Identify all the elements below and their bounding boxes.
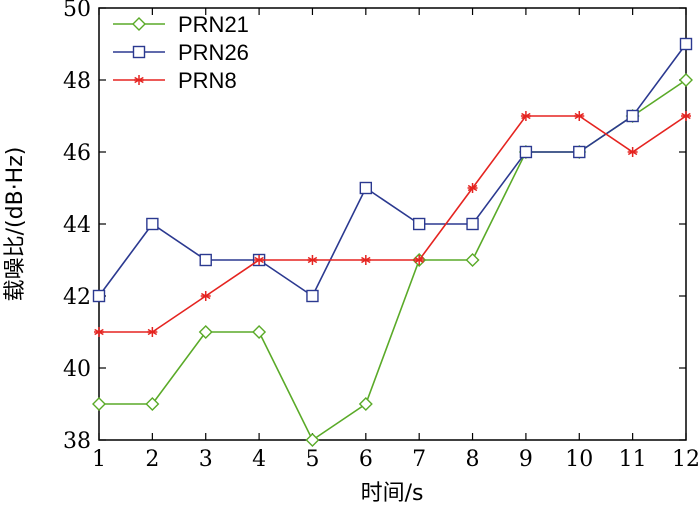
data-point-prn26 bbox=[573, 145, 586, 159]
x-tick-label: 2 bbox=[145, 447, 159, 472]
x-tick-label: 4 bbox=[252, 447, 266, 472]
data-point-prn26 bbox=[306, 289, 319, 303]
data-point-prn8 bbox=[147, 327, 158, 337]
data-point-prn26 bbox=[412, 217, 426, 231]
x-tick-label: 9 bbox=[519, 447, 533, 472]
data-point-prn8 bbox=[307, 255, 318, 265]
data-point-prn21 bbox=[679, 73, 693, 87]
data-point-prn8 bbox=[467, 183, 478, 193]
y-axis-title: 载噪比/(dB·Hz) bbox=[3, 147, 28, 302]
data-point-prn8 bbox=[414, 255, 425, 265]
data-point-prn21 bbox=[358, 397, 373, 411]
data-point-prn21 bbox=[465, 253, 480, 267]
data-point-prn26 bbox=[199, 253, 212, 267]
data-point-prn26 bbox=[466, 217, 479, 231]
legend-label: PRN26 bbox=[178, 40, 249, 65]
y-tick-label: 38 bbox=[63, 429, 91, 454]
data-point-prn8 bbox=[520, 111, 531, 121]
data-point-prn21 bbox=[92, 397, 106, 411]
legend-label: PRN21 bbox=[178, 12, 249, 37]
data-point-prn8 bbox=[360, 255, 371, 265]
x-tick-label: 8 bbox=[466, 447, 480, 472]
data-point-prn8 bbox=[627, 147, 638, 157]
data-point-prn8 bbox=[254, 255, 265, 265]
data-point-prn21 bbox=[305, 433, 320, 447]
legend-marker bbox=[132, 17, 146, 31]
series-prn26 bbox=[92, 37, 693, 303]
data-point-prn8 bbox=[681, 111, 691, 121]
legend-label: PRN8 bbox=[178, 68, 237, 93]
x-tick-label: 10 bbox=[565, 447, 593, 472]
y-tick-label: 42 bbox=[63, 285, 91, 310]
data-point-prn26 bbox=[626, 109, 639, 123]
data-point-prn26 bbox=[519, 145, 533, 159]
legend-item-prn26: PRN26 bbox=[113, 40, 249, 65]
data-point-prn26 bbox=[146, 217, 159, 231]
y-tick-label: 46 bbox=[63, 141, 91, 166]
series-line-prn8 bbox=[99, 115, 687, 333]
data-point-prn8 bbox=[574, 111, 585, 121]
data-point-prn21 bbox=[198, 325, 213, 339]
data-point-prn26 bbox=[679, 37, 693, 51]
x-tick-label: 6 bbox=[359, 447, 373, 472]
y-tick-label: 50 bbox=[63, 0, 91, 22]
x-tick-label: 12 bbox=[672, 447, 700, 472]
data-point-prn21 bbox=[252, 325, 267, 339]
data-point-prn8 bbox=[200, 291, 211, 301]
data-point-prn8 bbox=[94, 327, 104, 337]
legend-item-prn8: PRN8 bbox=[113, 68, 237, 93]
legend: PRN21 PRN26 PRN8 bbox=[113, 12, 249, 93]
legend-marker bbox=[134, 75, 144, 85]
legend-item-prn21: PRN21 bbox=[113, 12, 249, 37]
x-axis-title: 时间/s bbox=[361, 481, 424, 506]
x-tick-label: 11 bbox=[619, 447, 647, 472]
data-point-prn26 bbox=[92, 289, 106, 303]
data-point-prn21 bbox=[145, 397, 160, 411]
series-line-prn26 bbox=[98, 43, 687, 298]
data-point-prn26 bbox=[359, 181, 373, 195]
x-tick-label: 7 bbox=[412, 447, 426, 472]
x-tick-label: 5 bbox=[305, 447, 319, 472]
legend-marker bbox=[132, 45, 146, 59]
x-tick-label: 3 bbox=[199, 447, 213, 472]
series-layer bbox=[92, 37, 693, 447]
y-tick-label: 48 bbox=[63, 69, 91, 94]
series-prn8 bbox=[94, 111, 691, 337]
x-tick-label: 1 bbox=[92, 447, 106, 472]
y-tick-label: 44 bbox=[63, 213, 91, 238]
plot-area bbox=[98, 7, 687, 441]
y-tick-label: 40 bbox=[63, 357, 91, 382]
